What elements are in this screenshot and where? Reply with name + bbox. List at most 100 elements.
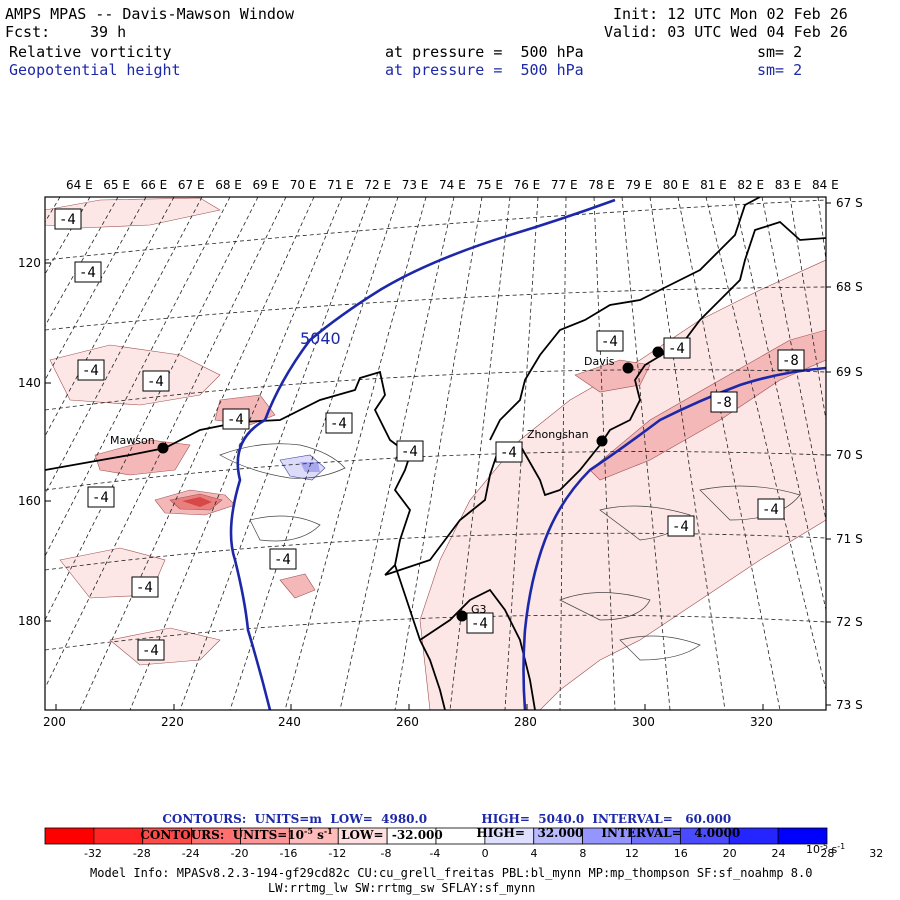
- colorbar-tick-label: 0: [482, 847, 489, 860]
- colorbar-tick-label: -20: [231, 847, 249, 860]
- colorbar-tick-label: -32: [84, 847, 102, 860]
- colorbar-tick-label: 4: [530, 847, 537, 860]
- station-label-mawson: Mawson: [110, 434, 155, 447]
- vort-label: -4: [92, 490, 109, 506]
- vort-contour-low: LOW= -32.000: [332, 828, 443, 842]
- vort-label: -4: [59, 212, 76, 228]
- shade-band-east: [419, 259, 826, 710]
- left-axis-label: 160: [18, 494, 41, 508]
- lon-label: 64 E: [66, 178, 93, 192]
- station-markers: [157, 346, 664, 622]
- model-info-line2: LW:rrtmg_lw SW:rrtmg_sw SFLAY:sf_mynn: [268, 881, 536, 895]
- vort-label: -4: [401, 444, 418, 460]
- bottom-axis-label: 300: [632, 715, 655, 729]
- vort-label-box: [777, 349, 805, 371]
- lon-label: 65 E: [103, 178, 130, 192]
- height-contour-high: HIGH= 5040.0: [481, 812, 585, 826]
- shade-pos-blue: [279, 454, 326, 481]
- mawson-station-dot: [157, 442, 169, 454]
- vort-label: -4: [471, 616, 488, 632]
- lon-label: 81 E: [700, 178, 727, 192]
- vort-label-box: [131, 576, 159, 598]
- vort-label-box: [325, 412, 353, 434]
- vort-contour-units: CONTOURS: UNITS=10: [140, 828, 304, 842]
- model-info-line1: Model Info: MPASv8.2.3-194-gf29cd82c CU:…: [90, 866, 813, 880]
- vort-label: -4: [672, 519, 689, 535]
- vort-label: -4: [227, 412, 244, 428]
- lon-label: 71 E: [327, 178, 354, 192]
- valid-time: Valid: 03 UTC Wed 04 Feb 26: [604, 23, 848, 41]
- colorbar-tick-label: -12: [328, 847, 346, 860]
- colorbar-tick-label: 20: [723, 847, 737, 860]
- lon-label: 66 E: [141, 178, 168, 192]
- colorbar-swatch: [44, 827, 95, 845]
- vort-label-box: [710, 391, 738, 413]
- lon-label: 84 E: [812, 178, 839, 192]
- shade-band-east-2: [589, 329, 826, 481]
- station-label-davis: Davis: [584, 355, 615, 368]
- lon-label: 69 E: [253, 178, 280, 192]
- lat-label: 67 S: [836, 196, 863, 210]
- shade-mid-blob: [279, 573, 316, 599]
- colorbar-tick-label: 8: [579, 847, 586, 860]
- lat-label: 69 S: [836, 365, 863, 379]
- vort-label-box: [77, 359, 105, 381]
- lat-label: 73 S: [836, 698, 863, 712]
- field1-smoothing: sm= 2: [757, 43, 803, 61]
- vort-label: -4: [330, 416, 347, 432]
- vort-label: -4: [601, 334, 618, 350]
- vort-label: -4: [762, 502, 779, 518]
- station-label-zhongshan: Zhongshan: [527, 428, 589, 441]
- height-contour-interval: INTERVAL= 60.000: [592, 812, 732, 826]
- lat-label: 72 S: [836, 615, 863, 629]
- vort-label: -4: [147, 374, 164, 390]
- lon-label: 70 E: [290, 178, 317, 192]
- vort-label: -4: [500, 445, 517, 461]
- colorbar-unit: 10-5 s-1: [806, 842, 845, 856]
- bottom-axis-label: 200: [43, 715, 66, 729]
- lon-label: 80 E: [663, 178, 690, 192]
- left-axis-label: 140: [18, 376, 41, 390]
- lon-label: 77 E: [551, 178, 578, 192]
- vort-label-box: [396, 440, 424, 462]
- colorbar-tick-label: 32: [869, 847, 883, 860]
- colorbar: [44, 827, 828, 845]
- vort-label-box: [663, 337, 691, 359]
- field2-name: Geopotential height: [9, 61, 181, 79]
- coastline: [45, 197, 826, 710]
- vort-contour-high: HIGH= 32.000: [476, 826, 584, 840]
- lon-label: 75 E: [476, 178, 503, 192]
- lat-label: 71 S: [836, 532, 863, 546]
- bottom-axis-label: 260: [396, 715, 419, 729]
- right-latitude-axis: 67 S 68 S 69 S 70 S 71 S 72 S 73 S: [826, 196, 863, 712]
- bottom-axis-label: 240: [278, 715, 301, 729]
- colorbar-tick-label: -24: [182, 847, 200, 860]
- field1-name: Relative vorticity: [9, 43, 172, 61]
- vort-label: -8: [715, 395, 732, 411]
- forecast-label: Fcst:: [5, 23, 51, 41]
- vort-label-box: [137, 639, 165, 661]
- left-axis-label: 120: [18, 256, 41, 270]
- vort-label: -4: [142, 643, 159, 659]
- davis-aux-dot: [652, 346, 664, 358]
- colorbar-tick-label: 28: [820, 847, 834, 860]
- vort-label: -8: [782, 353, 799, 369]
- vort-label-box: [142, 370, 170, 392]
- field1-level: at pressure = 500 hPa: [385, 43, 584, 61]
- lon-label: 83 E: [775, 178, 802, 192]
- colorbar-tick-label: 24: [772, 847, 786, 860]
- vort-label-box: [74, 261, 102, 283]
- shade-pos-blue-2: [300, 462, 320, 472]
- lon-label: 79 E: [626, 178, 653, 192]
- vort-label-box: [667, 515, 695, 537]
- lon-label: 68 E: [215, 178, 242, 192]
- vort-label-box: [596, 330, 624, 352]
- vort-label-box: [87, 486, 115, 508]
- plot-frame: [44, 196, 827, 711]
- bottom-axis-label: 320: [750, 715, 773, 729]
- colorbar-tick-label: -8: [381, 847, 392, 860]
- lon-label: 74 E: [439, 178, 466, 192]
- vort-label: -4: [136, 580, 153, 596]
- colorbar-tick-label: -4: [429, 847, 440, 860]
